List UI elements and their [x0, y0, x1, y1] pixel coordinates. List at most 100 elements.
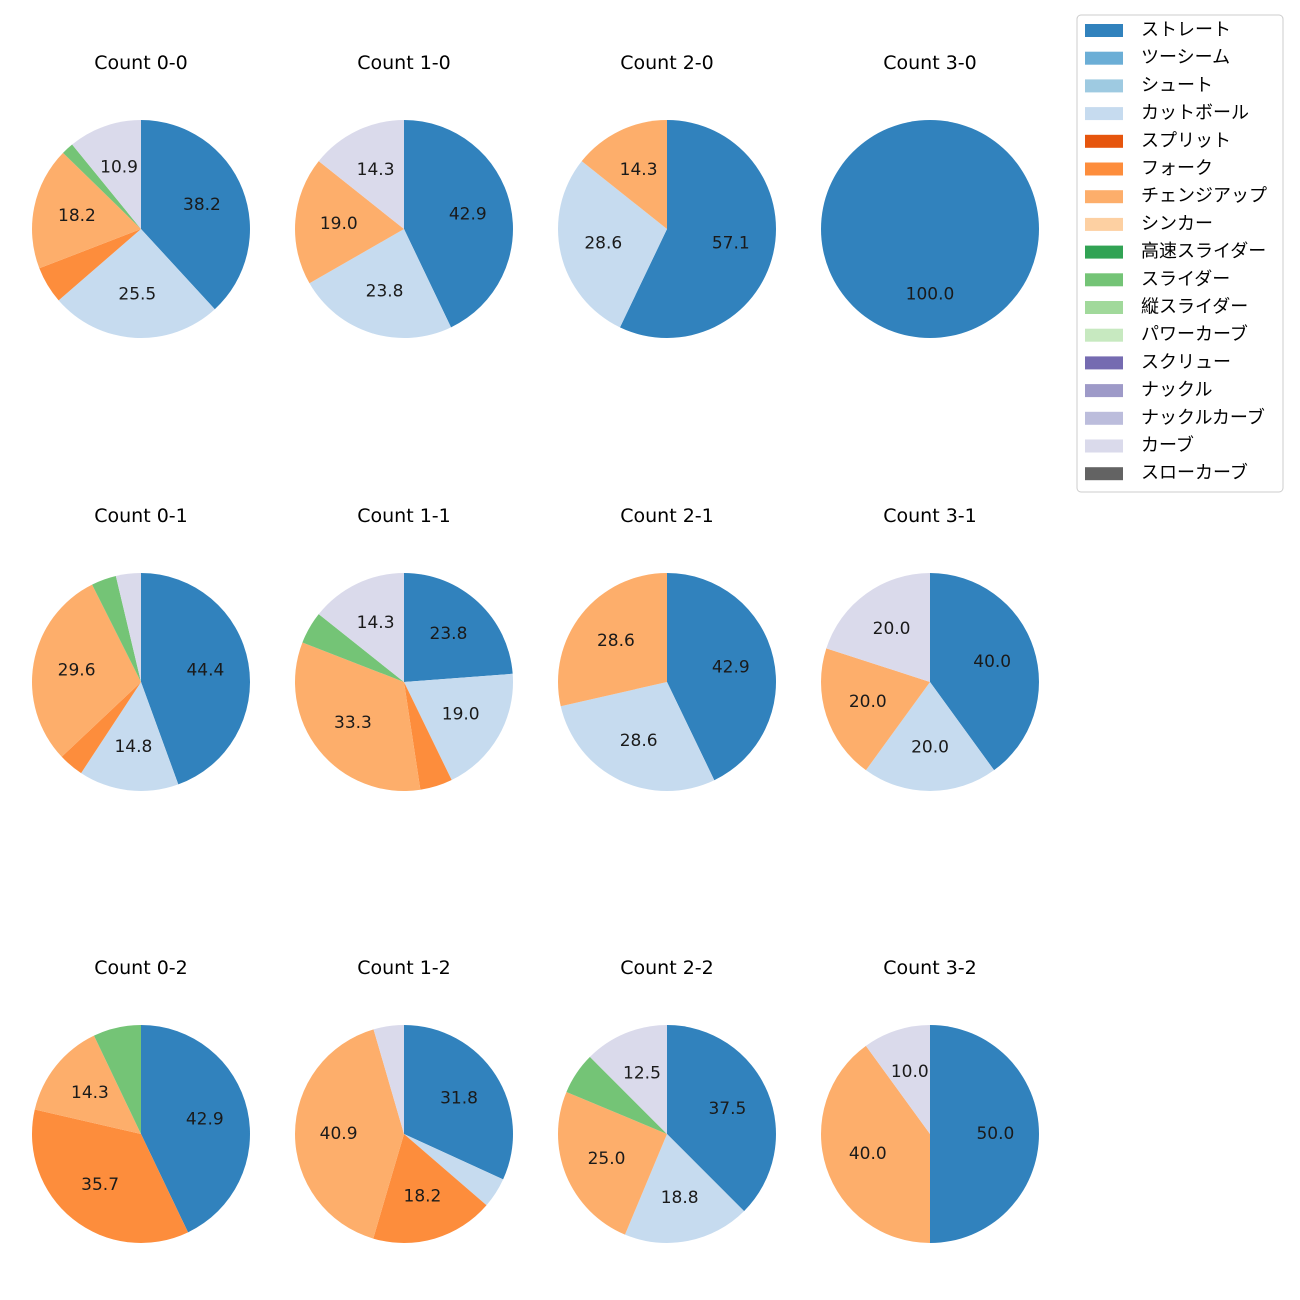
legend-item: フォーク [1085, 158, 1213, 179]
legend-item: ツーシーム [1085, 47, 1230, 68]
legend-item: 縦スライダー [1085, 297, 1248, 318]
pie-slice [39, 229, 141, 301]
pie-slice-label: 28.6 [620, 731, 658, 751]
pie-slice-label: 10.0 [891, 1062, 929, 1082]
pie-slice [667, 572, 777, 781]
pie-slice [558, 161, 667, 328]
pie-slice [930, 1025, 1039, 1243]
pie-slice-label: 29.6 [58, 661, 96, 681]
pie-slice-label: 40.0 [973, 652, 1011, 672]
pie-slice [81, 682, 179, 792]
pie-7: Count 2-1 42.9 28.6 28.6 [557, 505, 777, 792]
pie-9: Count 0-2 42.9 35.7 14.3 [32, 957, 250, 1243]
pie-slice-label: 14.3 [620, 160, 658, 180]
pie-slice-label: 19.0 [320, 214, 358, 234]
pie-slice [667, 1025, 776, 1212]
pie-slice [373, 1025, 404, 1134]
legend-swatch [1085, 411, 1123, 425]
legend-label: シュート [1141, 75, 1213, 96]
pie-slice [141, 573, 251, 785]
pie-slice [115, 573, 141, 682]
legend-label: ストレート [1141, 20, 1231, 41]
pie-6: Count 1-1 23.8 19.0 33.3 14.3 [294, 505, 514, 791]
legend-label: ナックルカーブ [1141, 406, 1265, 428]
pie-slice [32, 1109, 189, 1243]
pie-slice-label: 25.5 [118, 284, 156, 304]
pie-1: Count 0-0 38.2 25.5 18.2 10.9 [32, 52, 250, 338]
pie-slice [93, 1025, 141, 1134]
pie-slice-label: 100.0 [906, 284, 955, 304]
legend-swatch [1085, 24, 1123, 37]
pie-slice-label: 19.0 [442, 705, 480, 725]
pie-slice-label: 18.2 [58, 206, 96, 226]
pie-slice [72, 120, 141, 229]
legend-swatch [1085, 190, 1123, 204]
pie-8: Count 3-1 40.0 20.0 20.0 20.0 [820, 505, 1039, 791]
pie-slice [295, 161, 404, 284]
pie-slice [318, 120, 404, 229]
pie-slice [566, 1056, 667, 1134]
pie-slice-label: 50.0 [976, 1124, 1014, 1144]
legend-item: チェンジアップ [1085, 186, 1267, 207]
legend-swatch [1085, 134, 1123, 148]
legend-swatch [1085, 162, 1123, 176]
legend-label: スクリュー [1141, 352, 1231, 373]
legend-swatch [1085, 356, 1123, 370]
pie-slice [826, 573, 930, 682]
pie-title: Count 3-1 [883, 505, 977, 527]
legend-item: スローカーブ [1085, 462, 1248, 484]
pie-title: Count 0-2 [94, 957, 188, 979]
pie-slice [309, 229, 452, 338]
legend-label: 高速スライダー [1141, 241, 1266, 262]
pie-slice-label: 42.9 [712, 657, 750, 677]
legend-frame [1076, 14, 1284, 493]
legend-swatch [1085, 439, 1123, 453]
pie-slice-label: 14.3 [71, 1083, 109, 1103]
pie-slice [141, 120, 250, 310]
pies-layer: Count 0-0 38.2 25.5 18.2 10.9 Count 1-0 42.9 23… [31, 52, 1039, 1244]
pie-slice [34, 1035, 141, 1134]
pie-slice [560, 682, 715, 792]
legend-item: ナックルカーブ [1085, 406, 1265, 428]
legend-label: パワーカーブ [1141, 323, 1248, 345]
pie-slice-label: 18.2 [404, 1187, 442, 1207]
pie-slice-label: 14.3 [357, 160, 395, 180]
pie-slice [930, 573, 1039, 771]
pie-slice-label: 14.3 [357, 613, 395, 633]
legend-item: パワーカーブ [1085, 323, 1248, 345]
legend-item: スプリット [1085, 130, 1231, 151]
legend-swatch [1085, 217, 1123, 231]
pie-slice-label: 28.6 [584, 234, 622, 254]
pie-slice [31, 584, 141, 757]
pie-10: Count 1-2 31.8 18.2 40.9 [295, 957, 514, 1244]
pie-title: Count 0-0 [94, 52, 188, 74]
legend-label: スプリット [1141, 130, 1231, 151]
pie-slice [32, 152, 141, 269]
pie-slice-label: 57.1 [712, 233, 750, 253]
pie-2: Count 1-0 42.9 23.8 19.0 14.3 [295, 52, 513, 338]
pie-slice [302, 614, 404, 682]
pie-slice [589, 1025, 667, 1134]
pie-slice [404, 1134, 504, 1206]
pie-slice-label: 42.9 [186, 1110, 224, 1130]
pie-slice-label: 23.8 [430, 624, 468, 644]
legend-item: スライダー [1085, 269, 1230, 290]
pie-slice-label: 35.7 [81, 1175, 119, 1195]
legend-swatch [1085, 107, 1123, 121]
pie-slice-label: 38.2 [183, 195, 221, 215]
legend-item: カットボール [1085, 103, 1249, 124]
legend-label: スローカーブ [1141, 462, 1248, 484]
legend-item: スクリュー [1085, 352, 1231, 373]
pie-title: Count 2-0 [620, 52, 714, 74]
pie-slice [619, 120, 777, 338]
pie-5: Count 0-1 44.4 14.8 29.6 [31, 505, 251, 792]
pie-slice [318, 573, 404, 682]
pie-title: Count 0-1 [94, 505, 188, 527]
legend-item: シンカー [1085, 213, 1213, 234]
legend-label: チェンジアップ [1141, 186, 1267, 207]
pie-slice [821, 120, 1039, 338]
legend-label: カーブ [1141, 434, 1194, 456]
legend-swatch [1085, 51, 1123, 65]
pie-slice [404, 673, 514, 781]
pie-slice [92, 575, 141, 682]
